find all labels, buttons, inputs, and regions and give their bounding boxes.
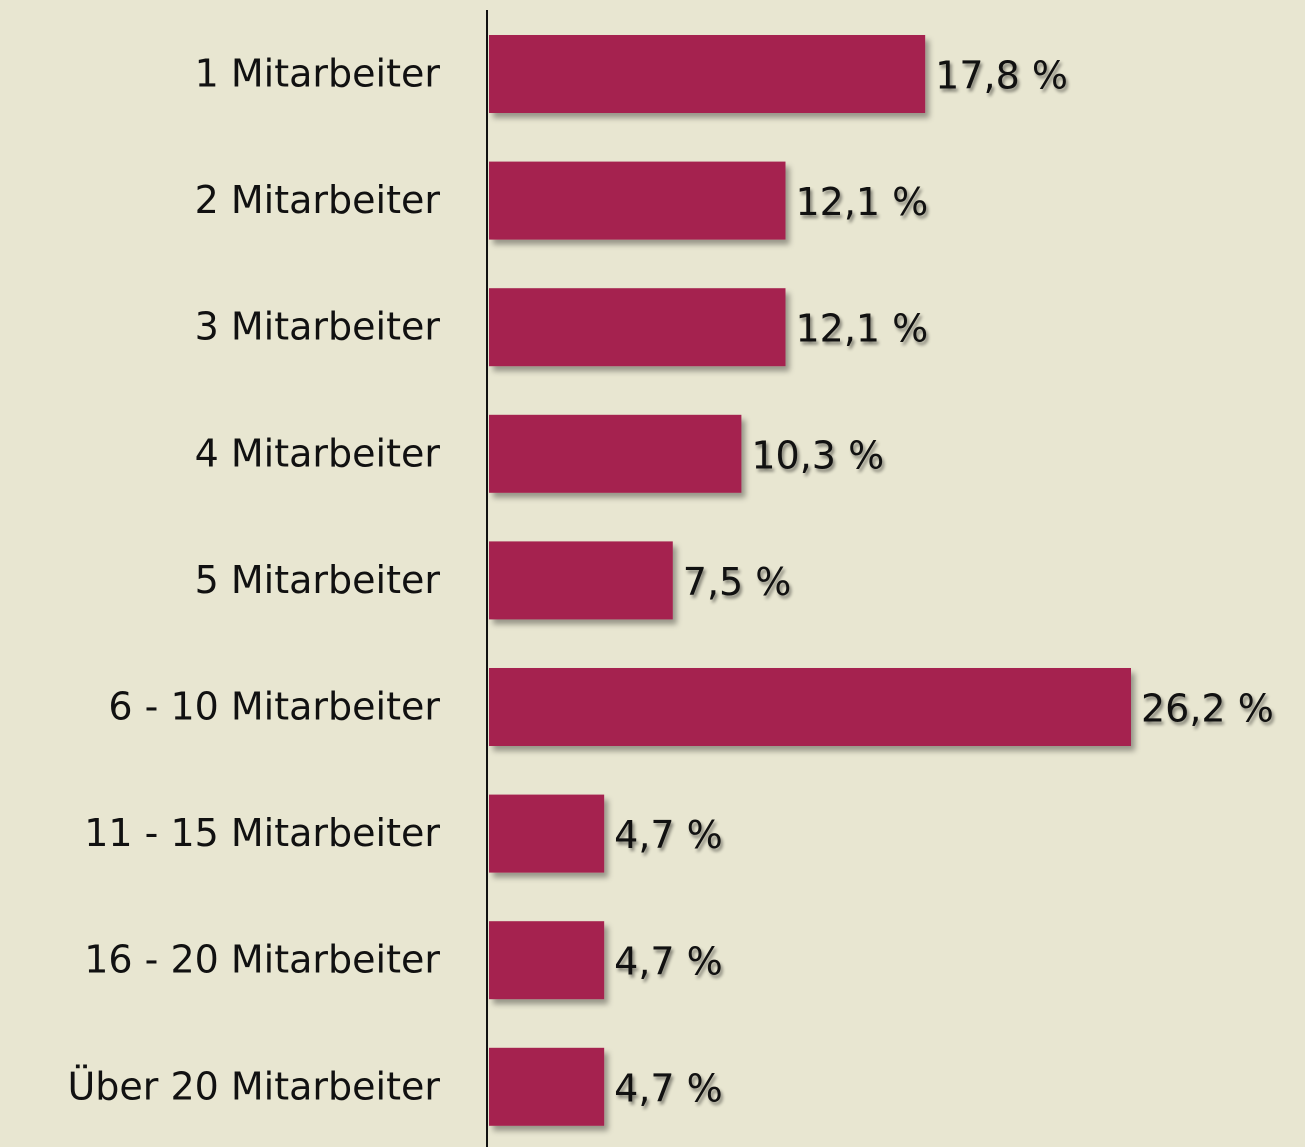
category-label: 2 Mitarbeiter [195,178,441,222]
category-label: 16 - 20 Mitarbeiter [84,938,440,982]
value-label: 4,7 % [614,813,723,857]
bar [489,921,605,1000]
bar [489,161,786,240]
value-label: 12,1 % [795,307,928,351]
category-label: 6 - 10 Mitarbeiter [108,685,440,729]
value-label: 7,5 % [683,560,792,604]
value-label: 17,8 % [935,54,1068,98]
category-label: 3 Mitarbeiter [195,305,441,349]
category-label: 1 Mitarbeiter [195,52,441,96]
bar [489,414,742,493]
bar [489,1047,605,1126]
bar [489,288,786,367]
value-label: 26,2 % [1141,687,1274,731]
bar [489,541,673,620]
bar [489,794,605,873]
value-label: 4,7 % [614,1066,723,1110]
bar [489,668,1131,746]
value-label: 4,7 % [614,940,723,984]
value-label: 10,3 % [751,433,884,477]
category-label: 5 Mitarbeiter [195,558,441,602]
bar [489,35,926,113]
category-label: Über 20 Mitarbeiter [67,1064,440,1108]
value-label: 12,1 % [795,180,928,224]
category-label: 4 Mitarbeiter [195,431,441,475]
category-label: 11 - 15 Mitarbeiter [84,811,440,855]
